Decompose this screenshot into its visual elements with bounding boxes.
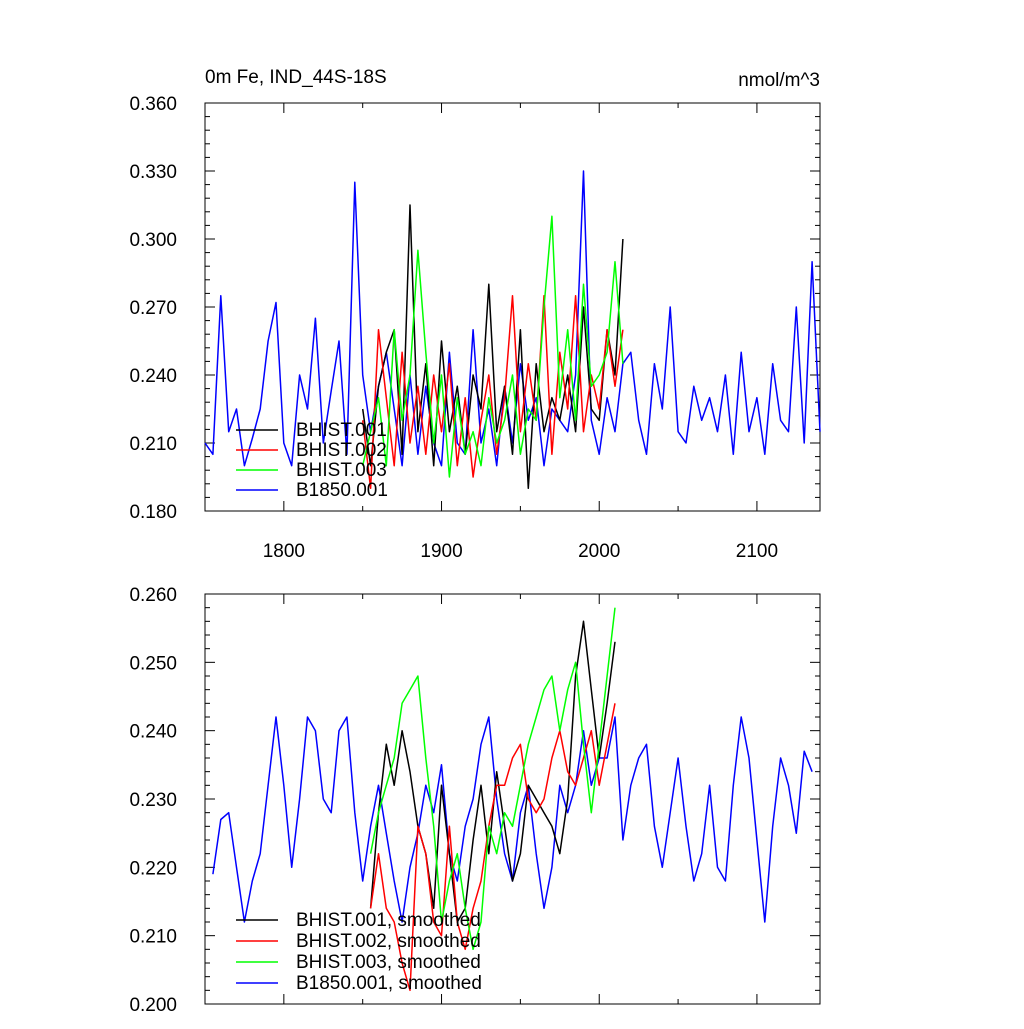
top-y-tick-label: 0.240: [129, 366, 177, 387]
bottom-y-tick-label: 0.200: [129, 995, 177, 1016]
bottom-series-line-bhist-003-smoothed: [369, 607, 616, 951]
bottom-y-tick-label: 0.260: [129, 585, 177, 606]
bottom-legend-label: BHIST.002, smoothed: [296, 931, 481, 952]
top-y-tick-label: 0.330: [129, 162, 177, 183]
top-legend-label: BHIST.003: [296, 460, 387, 481]
top-series-lines: [204, 170, 821, 490]
bottom-series-line-bhist-001-smoothed: [369, 620, 616, 923]
bottom-series-line-bhist-002-smoothed: [369, 703, 616, 992]
bottom-y-tick-label: 0.230: [129, 790, 177, 811]
top-y-tick-label: 0.180: [129, 502, 177, 523]
bottom-series-lines: [212, 607, 813, 992]
units-label: nmol/m^3: [738, 70, 820, 91]
bottom-y-tick-label: 0.240: [129, 722, 177, 743]
top-x-tick-label: 2100: [736, 541, 778, 562]
top-y-tick-label: 0.300: [129, 230, 177, 251]
bottom-y-tick-label: 0.220: [129, 858, 177, 879]
top-y-tick-label: 0.270: [129, 298, 177, 319]
top-legend-label: BHIST.002: [296, 440, 387, 461]
top-x-tick-label: 2000: [578, 541, 620, 562]
top-y-tick-label: 0.360: [129, 94, 177, 115]
top-legend-label: B1850.001: [296, 480, 388, 501]
top-axis-ticks: 0.180 0.210 0.240 0.270 0.300 0.330 0.360 1800 1…: [129, 94, 820, 562]
bottom-y-tick-label: 0.210: [129, 927, 177, 948]
chart-title: 0m Fe, IND_44S-18S: [205, 67, 387, 88]
top-x-tick-label: 1800: [263, 541, 305, 562]
top-series-line-bhist-003: [361, 215, 624, 478]
bottom-legend-label: BHIST.003, smoothed: [296, 952, 481, 973]
bottom-legend-label: BHIST.001, smoothed: [296, 910, 481, 931]
top-x-tick-label: 1900: [420, 541, 462, 562]
bottom-legend-label: B1850.001, smoothed: [296, 973, 482, 994]
top-legend-label: BHIST.001: [296, 420, 387, 441]
top-y-tick-label: 0.210: [129, 434, 177, 455]
bottom-axis-ticks: 0.200 0.210 0.220 0.230 0.240 0.250 0.260: [129, 585, 820, 1016]
bottom-y-tick-label: 0.250: [129, 653, 177, 674]
